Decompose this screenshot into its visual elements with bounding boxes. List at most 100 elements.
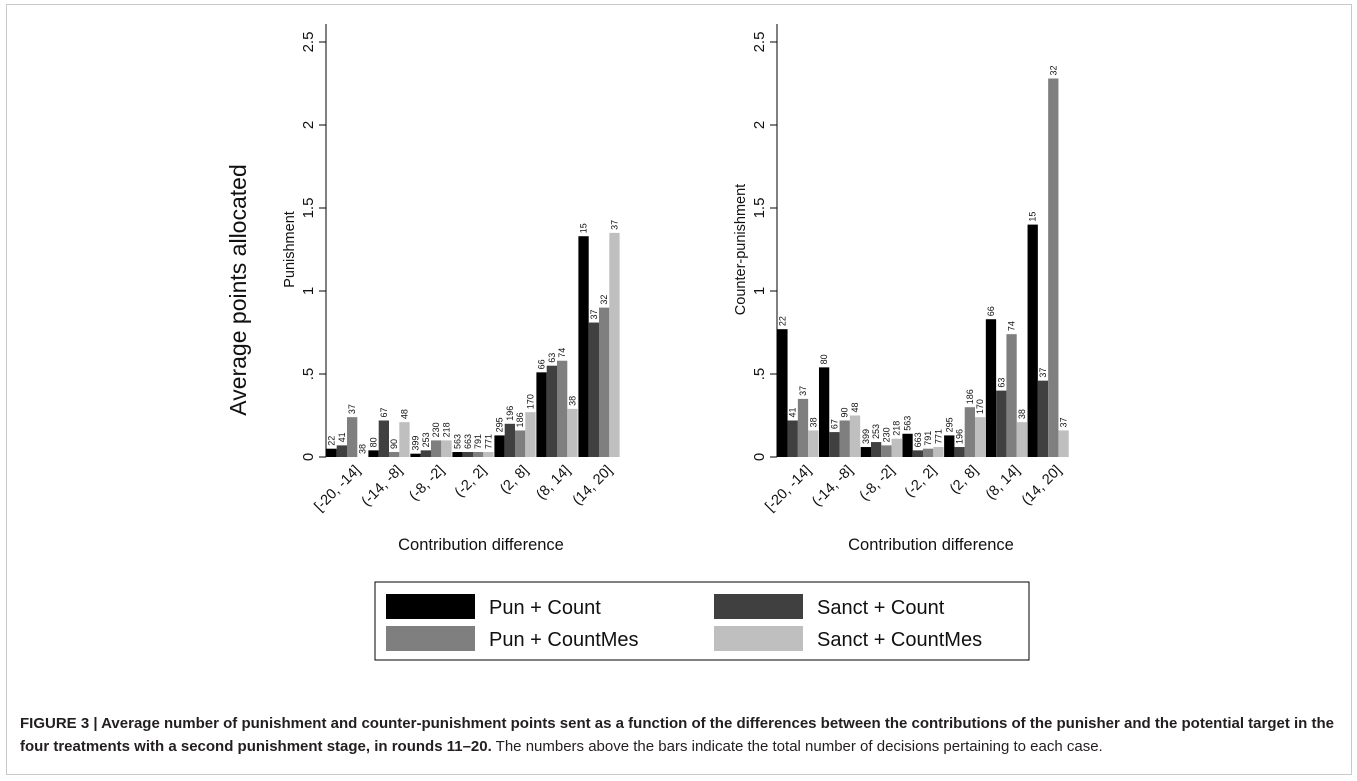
bar <box>452 452 463 457</box>
legend-swatch <box>714 626 803 651</box>
bar <box>389 452 400 457</box>
bar <box>1058 430 1069 457</box>
bar-count-label: 663 <box>463 434 473 449</box>
legend-label: Pun + CountMes <box>489 629 639 651</box>
bar-count-label: 563 <box>453 434 463 449</box>
bar <box>818 367 830 457</box>
bar-count-label: 253 <box>421 432 431 447</box>
bar-count-label: 22 <box>327 436 337 446</box>
bar <box>797 398 809 457</box>
bar <box>536 372 547 457</box>
bar <box>515 430 526 457</box>
bar-count-label: 90 <box>840 407 850 417</box>
y-tick-label: 2.5 <box>300 32 317 53</box>
bar <box>891 438 902 457</box>
x-tick-label: (2, 8] <box>947 463 982 498</box>
x-tick-label: [-20, -14] <box>311 463 363 515</box>
caption-figure-label: FIGURE 3 | Average number of punishment … <box>20 715 1335 755</box>
x-tick-label: (-14, -8] <box>809 463 856 510</box>
legend-box <box>374 581 1030 661</box>
bar-count-label: 170 <box>975 399 985 414</box>
bar-count-label: 663 <box>913 432 923 447</box>
x-tick-label: (-2, 2] <box>902 463 940 501</box>
bar <box>902 433 913 457</box>
bar-count-label: 15 <box>1028 212 1038 222</box>
caption-text: The numbers above the bars indicate the … <box>491 738 1103 755</box>
bar <box>462 452 473 457</box>
bar <box>326 448 337 457</box>
bar <box>944 435 955 457</box>
x-tick-label: (-2, 2] <box>452 463 490 501</box>
y-axis-title: Average points allocated <box>225 164 251 415</box>
bar <box>336 445 347 457</box>
legend: Pun + Count Sanct + Count Pun + CountMes Sa… <box>374 581 1030 661</box>
bar <box>985 319 997 457</box>
y-tick-label: 0 <box>751 453 768 461</box>
y-tick-label: 0 <box>300 453 317 461</box>
bar-count-label: 37 <box>347 404 357 414</box>
bar-count-label: 38 <box>567 396 577 406</box>
bar-count-label: 63 <box>547 353 557 363</box>
x-axis-label: Contribution difference <box>398 536 564 554</box>
y-tick-label: 2.5 <box>751 32 768 53</box>
bar-count-label: 48 <box>399 409 409 419</box>
bar <box>787 420 798 457</box>
bar-count-label: 218 <box>441 422 451 437</box>
bar <box>923 448 934 457</box>
y-tick-label: 1 <box>300 287 317 295</box>
bar <box>368 450 379 457</box>
x-tick-label: (14, 20] <box>1019 463 1065 509</box>
bar-count-label: 38 <box>1017 409 1027 419</box>
bar <box>1037 380 1049 457</box>
bar-count-label: 38 <box>357 444 367 454</box>
bar <box>964 407 976 457</box>
bar <box>557 360 568 457</box>
bar-count-label: 74 <box>557 348 567 358</box>
bar <box>808 430 819 457</box>
bar-count-label: 170 <box>525 394 535 409</box>
bar-count-label: 791 <box>923 431 933 446</box>
bar <box>609 232 620 457</box>
bar <box>525 412 536 457</box>
bar-count-label: 771 <box>483 434 493 449</box>
x-tick-label: (-8, -2] <box>857 463 899 505</box>
bar-count-label: 37 <box>609 220 619 230</box>
x-tick-label: (8, 14] <box>983 463 1023 503</box>
y-axis-label: Punishment <box>282 211 298 288</box>
bar-count-label: 32 <box>599 295 609 305</box>
bar <box>996 390 1007 457</box>
bar <box>420 450 431 457</box>
bar-count-label: 771 <box>933 429 943 444</box>
bar-count-label: 32 <box>1048 66 1058 76</box>
bar <box>473 452 484 457</box>
bar-count-label: 63 <box>996 378 1006 388</box>
x-tick-label: (-8, -2] <box>406 463 448 505</box>
x-tick-label: (14, 20] <box>570 463 616 509</box>
bar-count-label: 37 <box>798 386 808 396</box>
legend-swatch <box>714 594 803 619</box>
bar-count-label: 66 <box>537 359 547 369</box>
bar-count-label: 230 <box>431 422 441 437</box>
bar <box>494 435 505 457</box>
bar <box>410 453 421 457</box>
bar-count-label: 67 <box>379 407 389 417</box>
bar-count-label: 41 <box>788 407 798 417</box>
x-axis-label: Contribution difference <box>848 536 1014 554</box>
bar-count-label: 66 <box>986 306 996 316</box>
bar <box>378 420 389 457</box>
bar <box>881 445 892 457</box>
bar <box>399 422 410 457</box>
bar <box>912 450 923 457</box>
punishment-panel: 0 .5 1 1.5 2 2.5 Punishment 22 41 37 38 [-20, -14] 8… <box>282 24 620 554</box>
legend-label: Sanct + Count <box>817 597 945 619</box>
bar-count-label: 295 <box>944 417 954 432</box>
bar-count-label: 218 <box>892 421 902 436</box>
bar-count-label: 253 <box>871 424 881 439</box>
y-tick-label: 1.5 <box>300 198 317 219</box>
bar <box>954 447 965 457</box>
bar-count-label: 563 <box>903 416 913 431</box>
bar-count-label: 38 <box>808 417 818 427</box>
x-tick-label: (2, 8] <box>497 463 532 498</box>
bar <box>933 447 944 457</box>
